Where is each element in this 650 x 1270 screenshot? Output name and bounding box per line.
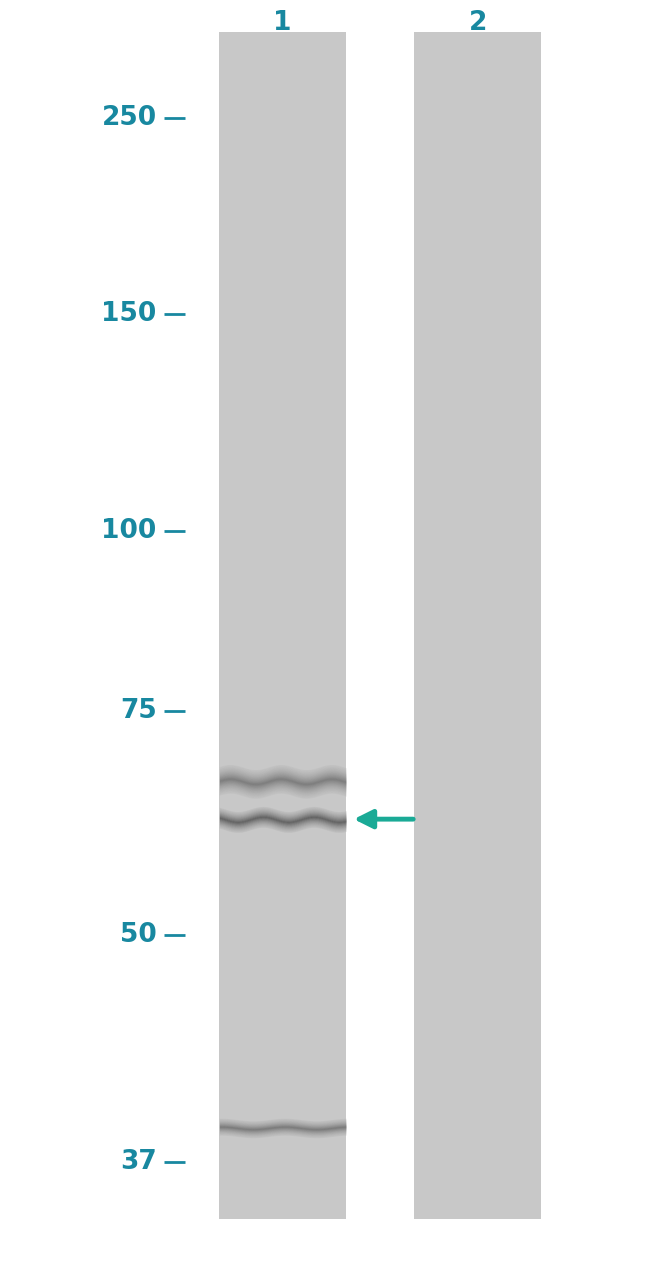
Text: 1: 1 [274, 10, 292, 36]
Text: 150: 150 [101, 301, 157, 326]
Text: 37: 37 [120, 1149, 157, 1175]
Text: 2: 2 [469, 10, 487, 36]
Bar [415, 32, 541, 1219]
Text: 50: 50 [120, 922, 157, 947]
Text: 250: 250 [101, 105, 157, 131]
Bar [220, 32, 346, 1219]
Text: 75: 75 [120, 698, 157, 724]
Text: 100: 100 [101, 518, 157, 544]
